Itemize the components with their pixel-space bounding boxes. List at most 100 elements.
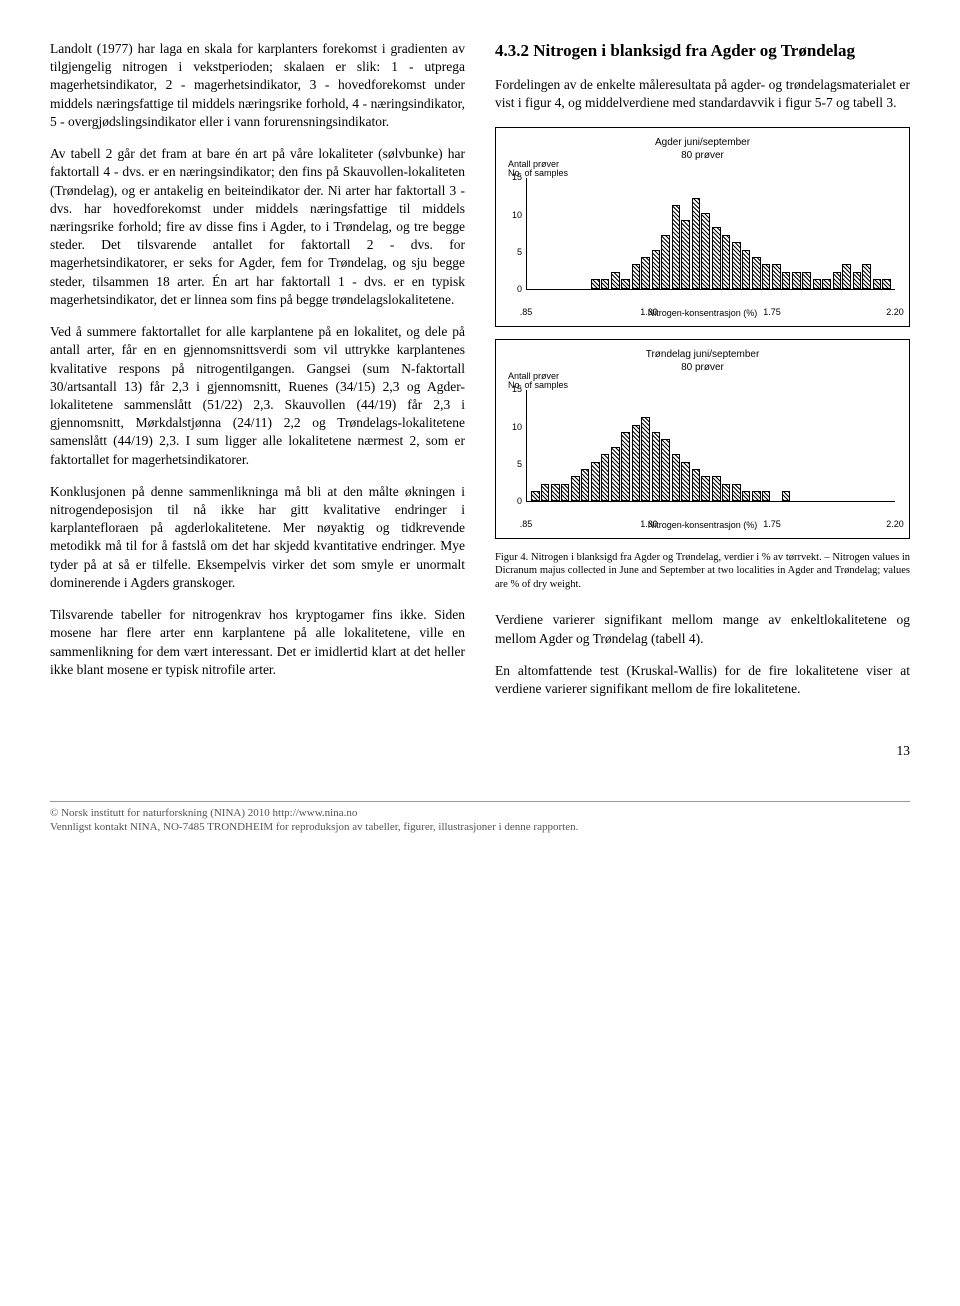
bar (611, 272, 620, 289)
bar (722, 484, 731, 501)
bar (732, 242, 741, 288)
bar-group (853, 178, 871, 289)
bar (661, 235, 670, 289)
bar-group (792, 178, 810, 289)
paragraph-5: Tilsvarende tabeller for nitrogenkrav ho… (50, 606, 465, 679)
bar (661, 439, 670, 500)
page-number: 13 (50, 742, 910, 760)
chart2-xlabel: Nitrogen-konsentrasjon (%) (496, 519, 909, 531)
bar (882, 279, 891, 288)
bar (842, 264, 851, 288)
bar (813, 279, 822, 288)
bar-group (591, 390, 609, 501)
bar (621, 432, 630, 501)
bar-group (692, 390, 710, 501)
bar (853, 272, 862, 289)
bar (742, 250, 751, 289)
bar-group (833, 390, 851, 501)
bar (772, 264, 781, 288)
bar (541, 484, 550, 501)
bar-group (611, 390, 629, 501)
bar-group (853, 390, 871, 501)
bar-group (692, 178, 710, 289)
bar-group (873, 178, 891, 289)
bar-group (712, 178, 730, 289)
bar-group (632, 390, 650, 501)
right-p3: En altomfattende test (Kruskal-Wallis) f… (495, 662, 910, 698)
bar (672, 205, 681, 288)
section-heading: 4.3.2 Nitrogen i blanksigd fra Agder og … (495, 40, 910, 62)
bar (752, 257, 761, 289)
bar (591, 462, 600, 501)
bar (722, 235, 731, 289)
bar-group (591, 178, 609, 289)
bar (712, 227, 721, 288)
bar-group (732, 178, 750, 289)
bar-group (772, 390, 790, 501)
bar (782, 491, 791, 500)
bar (531, 491, 540, 500)
bar-group (551, 178, 569, 289)
bar-group (752, 390, 770, 501)
bar-group (611, 178, 629, 289)
right-p2: Verdiene varierer signifikant mellom man… (495, 611, 910, 647)
bar-group (672, 178, 690, 289)
chart-agder: Agder juni/september 80 prøver Antall pr… (495, 127, 910, 327)
bar-group (732, 390, 750, 501)
bar-group (571, 178, 589, 289)
bar (742, 491, 751, 500)
bar-group (792, 390, 810, 501)
bar (611, 447, 620, 501)
bar (701, 476, 710, 500)
bar-group (752, 178, 770, 289)
bar (641, 417, 650, 500)
bar-group (772, 178, 790, 289)
bar-group (813, 178, 831, 289)
bar-group (873, 390, 891, 501)
bar (701, 213, 710, 289)
bar-group (813, 390, 831, 501)
bar-group (551, 390, 569, 501)
bar (681, 462, 690, 501)
paragraph-2: Av tabell 2 går det fram at bare én art … (50, 145, 465, 309)
bar (712, 476, 721, 500)
bar-group (531, 178, 549, 289)
bar (762, 264, 771, 288)
bar (672, 454, 681, 500)
bar (782, 272, 791, 289)
bar (652, 432, 661, 501)
bar-group (652, 178, 670, 289)
bar (802, 272, 811, 289)
paragraph-4: Konklusjonen på denne sammenlikninga må … (50, 483, 465, 592)
bar-group (712, 390, 730, 501)
bar (862, 264, 871, 288)
bar (792, 272, 801, 289)
footer: © Norsk institutt for naturforskning (NI… (50, 801, 910, 836)
bar (732, 484, 741, 501)
chart-trondelag: Trøndelag juni/september 80 prøver Antal… (495, 339, 910, 539)
bar (632, 425, 641, 501)
bar (692, 469, 701, 501)
chart1-xlabel: Nitrogen-konsentrasjon (%) (496, 307, 909, 319)
bar (652, 250, 661, 289)
bar-group (571, 390, 589, 501)
bar (833, 272, 842, 289)
bar (601, 279, 610, 288)
bar (873, 279, 882, 288)
bar-group (652, 390, 670, 501)
bar-group (531, 390, 549, 501)
bar (762, 491, 771, 500)
bar (571, 476, 580, 500)
bar (822, 279, 831, 288)
bar-group (672, 390, 690, 501)
bar (591, 279, 600, 288)
bar (551, 484, 560, 501)
bar (681, 220, 690, 289)
bar (692, 198, 701, 289)
bar (561, 484, 570, 501)
bar (752, 491, 761, 500)
paragraph-3: Ved å summere faktortallet for alle karp… (50, 323, 465, 469)
bar-group (632, 178, 650, 289)
bar (632, 264, 641, 288)
figure-caption: Figur 4. Nitrogen i blanksigd fra Agder … (495, 551, 910, 592)
